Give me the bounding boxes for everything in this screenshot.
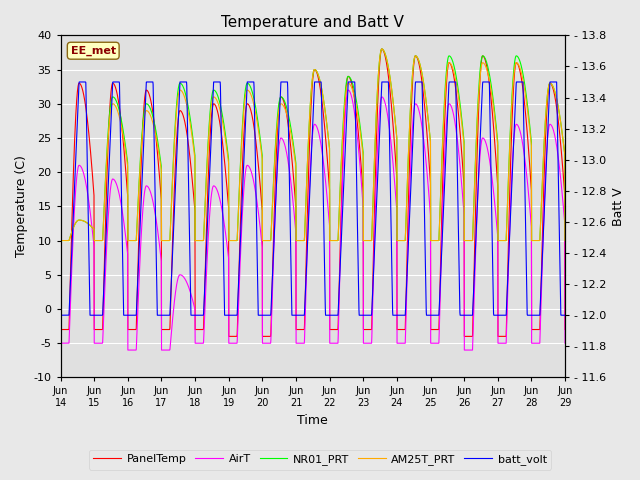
NR01_PRT <box>327 238 335 243</box>
batt_volt <box>517 79 525 85</box>
batt_volt <box>531 312 538 318</box>
batt_volt <box>198 312 205 318</box>
AM25T_PRT <box>517 67 525 73</box>
Text: EE_met: EE_met <box>70 46 116 56</box>
X-axis label: Time: Time <box>298 414 328 427</box>
AirT <box>327 340 335 346</box>
AM25T_PRT <box>327 238 335 243</box>
PanelTemp <box>225 334 233 339</box>
AirT <box>124 347 132 353</box>
PanelTemp <box>57 327 65 333</box>
PanelTemp <box>460 174 467 180</box>
NR01_PRT <box>561 238 569 243</box>
PanelTemp <box>339 176 346 181</box>
batt_volt <box>76 79 83 85</box>
batt_volt <box>561 312 569 318</box>
Line: AM25T_PRT: AM25T_PRT <box>61 49 565 240</box>
Title: Temperature and Batt V: Temperature and Batt V <box>221 15 404 30</box>
AM25T_PRT <box>197 238 205 243</box>
PanelTemp <box>378 46 386 52</box>
AM25T_PRT <box>57 238 65 243</box>
AirT <box>344 87 352 93</box>
Y-axis label: Batt V: Batt V <box>612 187 625 226</box>
AM25T_PRT <box>561 238 569 243</box>
batt_volt <box>460 312 467 318</box>
AM25T_PRT <box>531 238 538 243</box>
batt_volt <box>339 217 346 223</box>
AirT <box>517 132 525 137</box>
NR01_PRT <box>531 238 538 243</box>
NR01_PRT <box>460 130 467 135</box>
PanelTemp <box>517 72 525 78</box>
NR01_PRT <box>338 144 346 150</box>
batt_volt <box>57 312 65 318</box>
Line: PanelTemp: PanelTemp <box>61 49 565 336</box>
AirT <box>57 340 65 346</box>
PanelTemp <box>327 327 335 333</box>
Line: AirT: AirT <box>61 90 565 350</box>
NR01_PRT <box>57 238 65 243</box>
AM25T_PRT <box>338 149 346 155</box>
PanelTemp <box>561 327 569 333</box>
AirT <box>198 340 205 346</box>
Line: batt_volt: batt_volt <box>61 82 565 315</box>
AM25T_PRT <box>460 133 467 139</box>
AirT <box>561 340 569 346</box>
NR01_PRT <box>517 61 525 67</box>
PanelTemp <box>531 327 539 333</box>
batt_volt <box>327 312 335 318</box>
NR01_PRT <box>378 46 386 52</box>
Y-axis label: Temperature (C): Temperature (C) <box>15 156 28 257</box>
AirT <box>460 203 467 209</box>
PanelTemp <box>197 327 205 333</box>
Line: NR01_PRT: NR01_PRT <box>61 49 565 240</box>
AirT <box>531 340 539 346</box>
NR01_PRT <box>197 238 205 243</box>
AirT <box>339 190 346 195</box>
AM25T_PRT <box>378 46 386 52</box>
Legend: PanelTemp, AirT, NR01_PRT, AM25T_PRT, batt_volt: PanelTemp, AirT, NR01_PRT, AM25T_PRT, ba… <box>88 450 552 469</box>
